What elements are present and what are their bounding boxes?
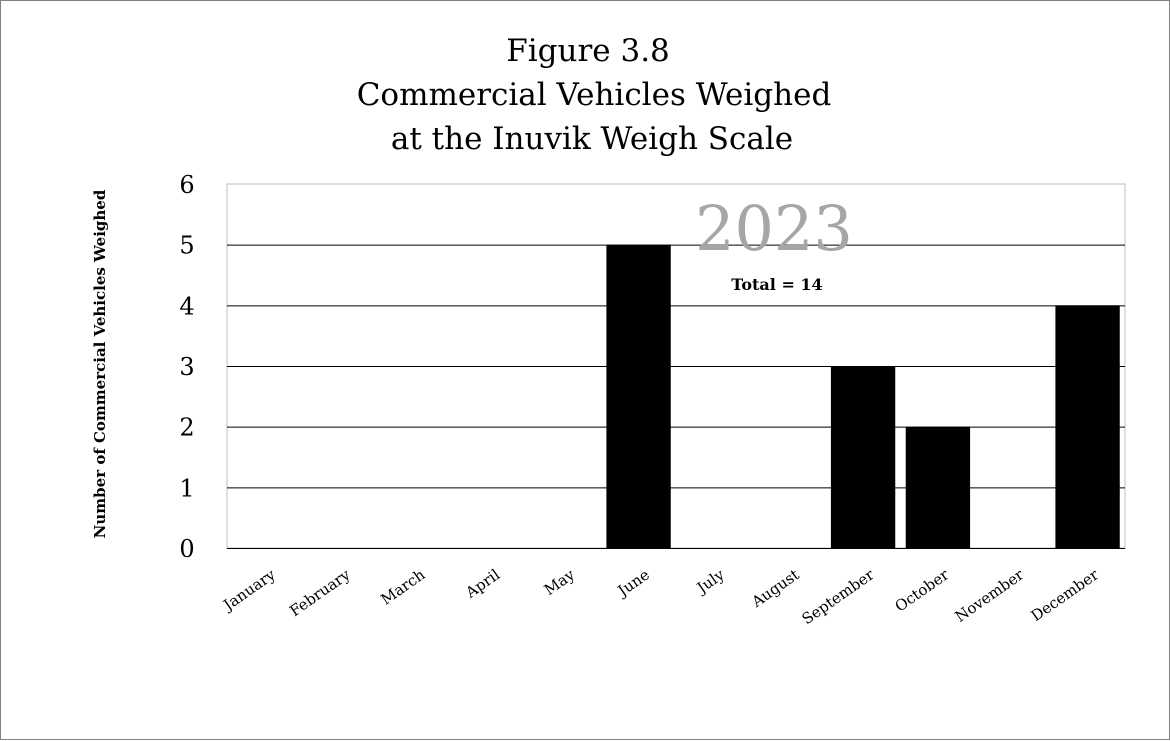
y-tick-label: 2 <box>179 414 194 442</box>
bar-september <box>830 366 896 548</box>
y-axis-label: Number of Commercial Vehicles Weighed <box>91 189 109 538</box>
chart-title-line-3: at the Inuvik Weigh Scale <box>391 121 793 157</box>
chart-title-line-2: Commercial Vehicles Weighed <box>357 77 832 113</box>
y-tick-label: 0 <box>179 535 194 563</box>
x-tick-label: April <box>462 565 504 602</box>
x-tick-label: March <box>377 565 428 608</box>
y-tick-label: 6 <box>179 171 194 199</box>
bar-october <box>905 426 971 548</box>
total-annotation: Total = 14 <box>731 275 822 294</box>
x-tick-label: May <box>541 565 579 599</box>
y-tick-label: 3 <box>179 353 194 381</box>
x-tick-label: June <box>613 565 653 601</box>
bars <box>606 244 1120 548</box>
x-tick-label: August <box>748 566 803 612</box>
x-tick-label: July <box>692 565 728 598</box>
gridlines <box>227 244 1125 549</box>
y-tick-label: 5 <box>179 232 194 260</box>
x-tick-label: November <box>952 565 1028 626</box>
x-tick-label: December <box>1028 565 1103 625</box>
x-tick-label: January <box>219 565 280 615</box>
x-tick-label: September <box>799 565 878 628</box>
bar-december <box>1055 305 1120 548</box>
chart-title: Figure 3.8 Commercial Vehicles Weighed a… <box>357 33 832 157</box>
x-axis-ticks: January February March April May June July Augu… <box>219 565 1103 628</box>
y-tick-label: 1 <box>179 474 194 502</box>
bar-june <box>606 244 671 548</box>
y-axis-ticks: 0 1 2 3 4 5 6 <box>179 171 194 563</box>
year-annotation: 2023 <box>695 192 853 265</box>
chart-title-line-1: Figure 3.8 <box>506 33 670 69</box>
x-tick-label: February <box>286 565 354 620</box>
y-tick-label: 4 <box>179 292 194 320</box>
x-tick-label: October <box>892 565 953 615</box>
